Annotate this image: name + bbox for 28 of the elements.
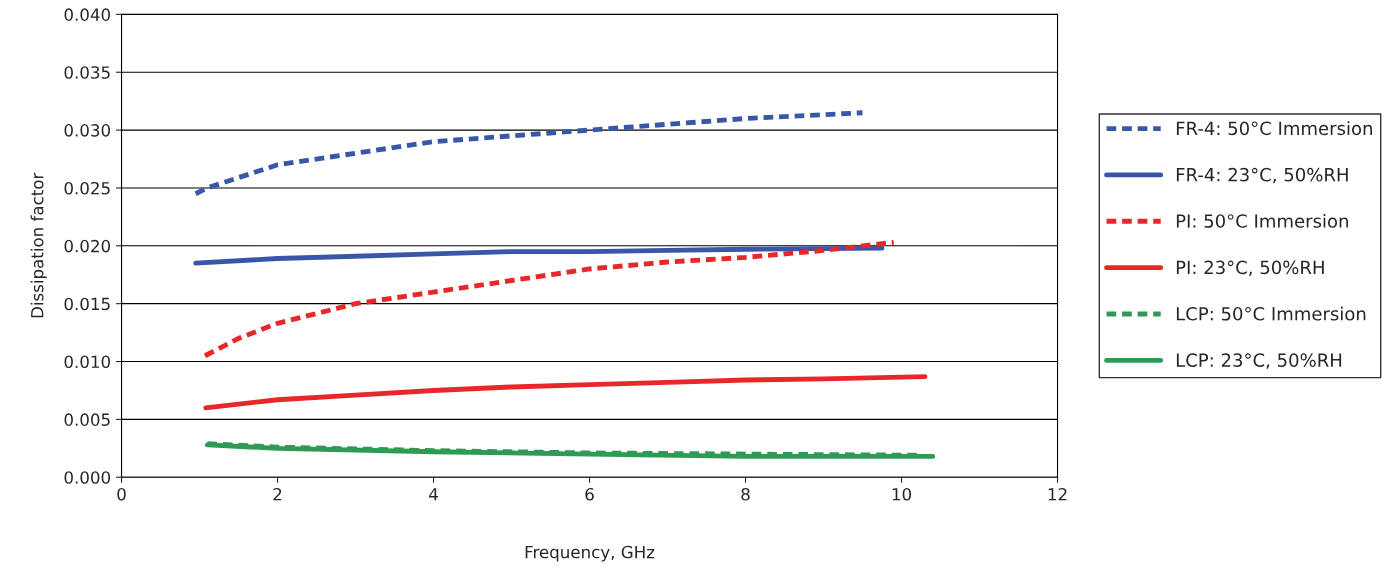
legend-label: LCP: 23°C, 50%RH bbox=[1176, 353, 1342, 369]
legend-label: LCP: 50°C Immersion bbox=[1176, 306, 1366, 321]
x-axis-title: Frequency, GHz bbox=[525, 545, 655, 562]
y-tick-label: 0.005 bbox=[64, 413, 110, 426]
y-axis-title: Dissipation factor bbox=[30, 172, 47, 318]
y-tick-label: 0.020 bbox=[64, 239, 111, 253]
legend-label: FR-4: 50°C Immersion bbox=[1176, 121, 1372, 136]
line-series bbox=[203, 374, 928, 411]
line-series bbox=[193, 110, 865, 197]
x-tick-label: 0 bbox=[117, 487, 126, 501]
legend-label: PI: 50°C Immersion bbox=[1176, 213, 1348, 228]
x-tick-label: 4 bbox=[429, 488, 438, 501]
y-tick-label: 0.015 bbox=[64, 297, 110, 311]
y-tick-label: 0.035 bbox=[64, 66, 110, 79]
x-tick-label: 2 bbox=[273, 487, 282, 501]
y-tick-label: 0.030 bbox=[64, 124, 111, 137]
y-tick-label: 0.025 bbox=[64, 181, 110, 195]
legend-label: PI: 23°C, 50%RH bbox=[1176, 260, 1324, 277]
line-series bbox=[193, 245, 885, 266]
line-series bbox=[202, 239, 897, 359]
legend-label: FR-4: 23°C, 50%RH bbox=[1176, 167, 1348, 184]
x-tick-label: 12 bbox=[1048, 487, 1067, 501]
y-tick-label: 0.000 bbox=[64, 471, 111, 484]
y-tick-label: 0.010 bbox=[64, 355, 111, 369]
x-tick-label: 6 bbox=[585, 487, 594, 501]
x-tick-label: 10 bbox=[892, 487, 912, 501]
y-tick-label: 0.040 bbox=[64, 8, 111, 21]
x-tick-label: 8 bbox=[741, 487, 750, 501]
